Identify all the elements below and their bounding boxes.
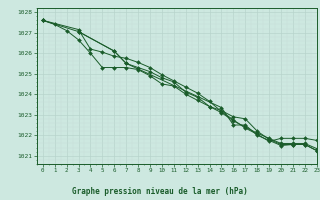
- Text: Graphe pression niveau de la mer (hPa): Graphe pression niveau de la mer (hPa): [72, 187, 248, 196]
